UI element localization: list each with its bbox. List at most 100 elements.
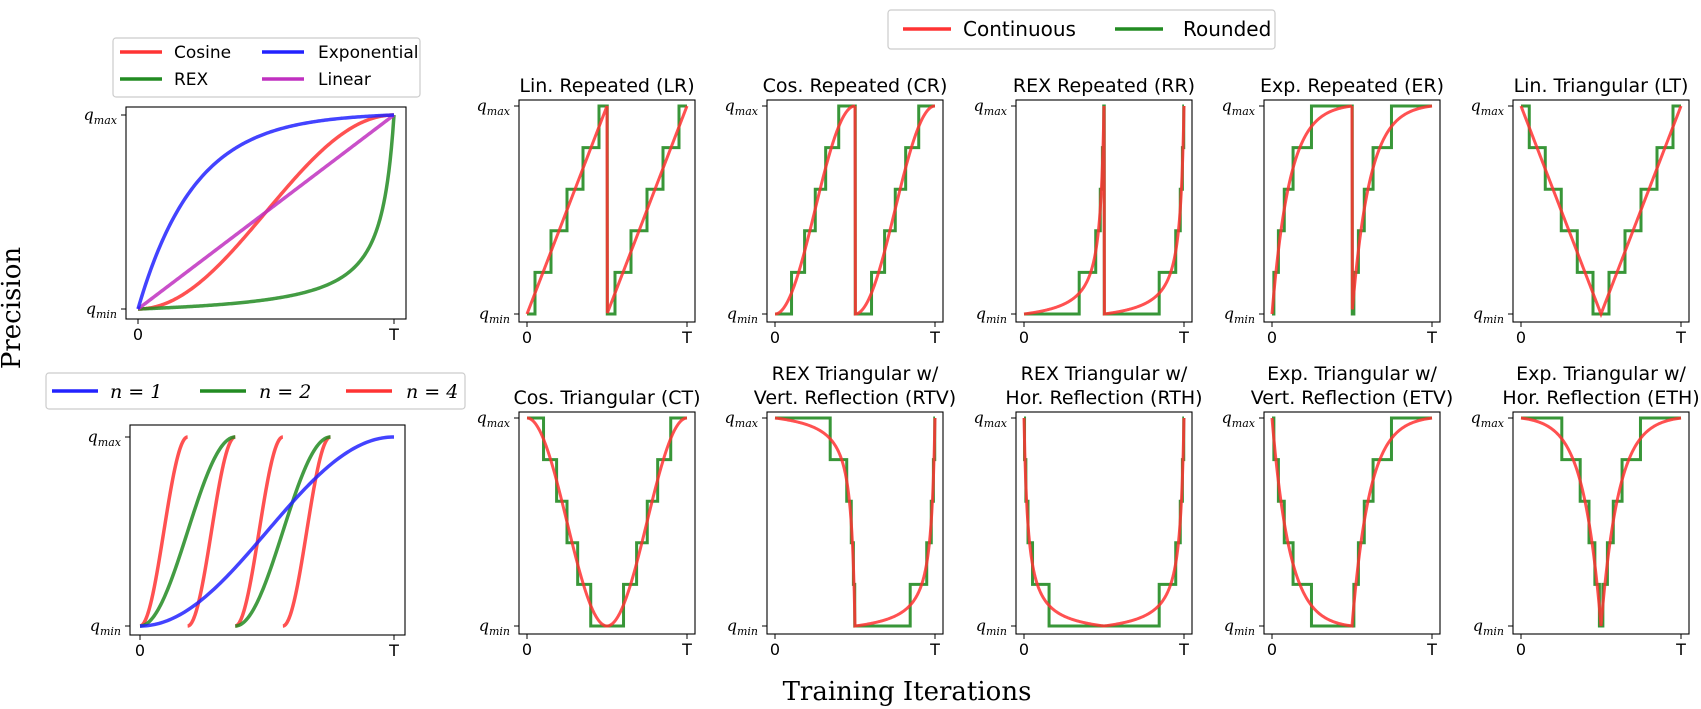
series-linear-line	[136, 113, 396, 311]
chart-lr-x0-label: 0	[522, 328, 532, 347]
chart-rtv-frame	[766, 411, 944, 635]
chart-etv-xT-label: T	[1426, 640, 1437, 659]
chart-eth-frame	[1512, 411, 1690, 635]
cycles-xT-label: T	[388, 641, 399, 660]
chart-etv-x0-label: 0	[1267, 640, 1277, 659]
chart-eth-title: Exp. Triangular w/	[1516, 363, 1686, 385]
chart-ct-ymax-label: qmax	[477, 408, 511, 430]
chart-rr-xT-label: T	[1178, 328, 1189, 347]
chart-rr-frame	[1015, 99, 1193, 323]
chart-rtv: REX Triangular w/Vert. Reflection (RTV)q…	[725, 363, 957, 659]
chart-lt-continuous-line	[1519, 105, 1683, 319]
chart-rth-title: Hor. Reflection (RTH)	[1005, 387, 1202, 409]
chart-ct-title: Cos. Triangular (CT)	[513, 387, 700, 409]
chart-lt-ymin-label: qmin	[1473, 304, 1504, 326]
chart-er-ymin-label: qmin	[1224, 304, 1255, 326]
chart-etv-continuous-line	[1270, 416, 1433, 628]
chart-eth-rounded-line	[1521, 416, 1681, 628]
chart-er-continuous-line	[1270, 104, 1433, 315]
chart-eth-x0-label: 0	[1516, 640, 1526, 659]
chart-rth-title: REX Triangular w/	[1021, 363, 1188, 385]
chart-rtv-xT-label: T	[929, 640, 940, 659]
chart-cr: Cos. Repeated (CR)qmax qmin 0 T	[725, 75, 948, 347]
chart-rth-ymax-label: qmax	[974, 408, 1008, 430]
chart-cycles: qmax qmin 0 T	[88, 424, 406, 660]
chart-eth-continuous-line	[1520, 416, 1682, 627]
legend-schedules: Cosine Exponential REX Linear	[112, 37, 421, 98]
chart-cr-ymin-label: qmin	[727, 304, 758, 326]
chart-rth-ymin-label: qmin	[976, 616, 1007, 638]
chart-lr-continuous-line	[525, 105, 689, 315]
chart-cr-ymax-label: qmax	[725, 96, 759, 118]
schedules-x0-label: 0	[133, 325, 143, 344]
chart-rth-rounded-line	[1023, 416, 1186, 628]
legend-cosine-label: Cosine	[174, 43, 231, 63]
legend-n2-label: n = 2	[259, 381, 311, 403]
series-n4-line	[139, 435, 331, 628]
chart-rtv-continuous-line	[774, 416, 937, 628]
chart-eth-ymax-label: qmax	[1471, 408, 1505, 430]
chart-cr-x0-label: 0	[770, 328, 780, 347]
legend-continuous-label: Continuous	[963, 17, 1076, 41]
schedules-ymax-label: qmax	[84, 105, 118, 127]
chart-etv-frame	[1263, 411, 1441, 635]
chart-rr: REX Repeated (RR)qmax qmin 0 T	[974, 75, 1196, 347]
schedules-xT-label: T	[388, 325, 399, 344]
y-axis-label: Precision	[0, 247, 27, 369]
chart-lt-frame	[1512, 99, 1690, 323]
chart-lt-xT-label: T	[1675, 328, 1686, 347]
chart-lr-ymax-label: qmax	[477, 96, 511, 118]
chart-rtv-x0-label: 0	[770, 640, 780, 659]
legend-linear-label: Linear	[318, 70, 371, 90]
series-exponential-line	[136, 113, 395, 310]
chart-etv: Exp. Triangular w/Vert. Reflection (ETV)…	[1222, 363, 1454, 659]
chart-rtv-title: REX Triangular w/	[772, 363, 939, 385]
cycles-x0-label: 0	[135, 641, 145, 660]
chart-lr-title: Lin. Repeated (LR)	[519, 75, 694, 97]
chart-lr: Lin. Repeated (LR) qmax qmin 0 T	[477, 75, 696, 347]
chart-rth: REX Triangular w/Hor. Reflection (RTH)qm…	[974, 363, 1203, 659]
schedules-frame	[125, 106, 407, 320]
chart-rr-ymin-label: qmin	[976, 304, 1007, 326]
chart-lt-ymax-label: qmax	[1471, 96, 1505, 118]
legend-rounded-label: Rounded	[1183, 17, 1271, 41]
chart-cr-frame	[766, 99, 944, 323]
chart-er-x0-label: 0	[1267, 328, 1277, 347]
chart-ct-frame	[518, 411, 696, 635]
chart-ct: Cos. Triangular (CT)qmax qmin 0 T	[477, 387, 701, 659]
chart-etv-title: Vert. Reflection (ETV)	[1251, 387, 1454, 409]
chart-ct-continuous-line	[526, 416, 688, 628]
chart-cr-continuous-line	[774, 104, 936, 316]
chart-lt: Lin. Triangular (LT) qmax qmin 0 T	[1471, 75, 1690, 347]
chart-rr-continuous-line	[1023, 105, 1186, 316]
chart-rtv-ymax-label: qmax	[725, 408, 759, 430]
chart-er-title: Exp. Repeated (ER)	[1260, 75, 1444, 97]
legend-n4-label: n = 4	[406, 381, 458, 403]
chart-rtv-ymin-label: qmin	[727, 616, 758, 638]
chart-cr-title: Cos. Repeated (CR)	[763, 75, 948, 97]
chart-lt-x0-label: 0	[1516, 328, 1526, 347]
chart-rth-frame	[1015, 411, 1193, 635]
chart-lr-ymin-label: qmin	[479, 304, 510, 326]
cycles-frame	[129, 424, 406, 636]
series-n2-line	[139, 435, 331, 628]
chart-cr-xT-label: T	[929, 328, 940, 347]
chart-ct-xT-label: T	[681, 640, 692, 659]
chart-er-frame	[1263, 99, 1441, 323]
chart-er-ymax-label: qmax	[1222, 96, 1256, 118]
chart-rth-xT-label: T	[1178, 640, 1189, 659]
legend-cycles: n = 1 n = 2 n = 4	[45, 372, 466, 410]
chart-etv-rounded-line	[1272, 416, 1432, 628]
chart-eth-ymin-label: qmin	[1473, 616, 1504, 638]
schedules-ymin-label: qmin	[86, 299, 117, 321]
chart-rth-continuous-line	[1022, 417, 1186, 628]
chart-etv-ymax-label: qmax	[1222, 408, 1256, 430]
legend-main: Continuous Rounded	[887, 9, 1276, 50]
chart-eth-title: Hor. Reflection (ETH)	[1502, 387, 1699, 409]
series-rex-line	[137, 114, 396, 311]
chart-rr-ymax-label: qmax	[974, 96, 1008, 118]
chart-lr-xT-label: T	[681, 328, 692, 347]
chart-ct-ymin-label: qmin	[479, 616, 510, 638]
